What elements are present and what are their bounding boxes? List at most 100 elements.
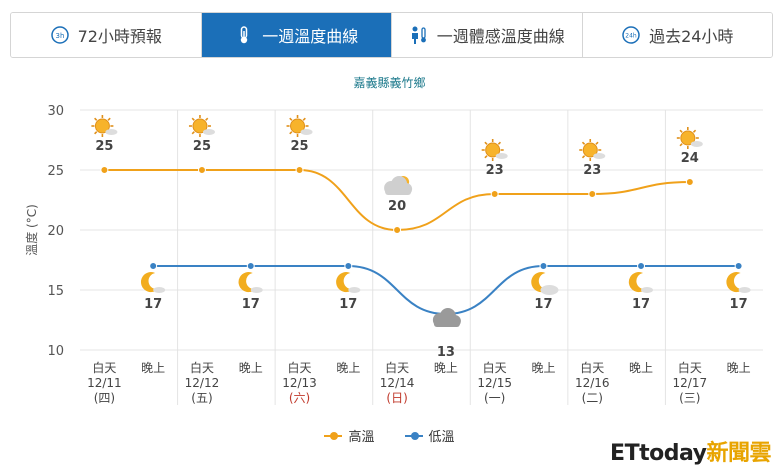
- sunny-icon: [286, 115, 313, 137]
- x-period-label: 白天: [92, 360, 116, 375]
- x-period-label: 晚上: [141, 361, 165, 375]
- sunny-icon: [579, 139, 606, 161]
- low-point: [734, 262, 743, 270]
- x-date-label: 12/11: [87, 376, 122, 390]
- x-period-label: 白天: [580, 360, 604, 375]
- x-period-label: 晚上: [336, 361, 360, 375]
- low-value-label: 17: [632, 297, 650, 312]
- watermark-logo: ETtoday新聞雲: [610, 435, 771, 467]
- legend-item-low[interactable]: 低溫: [404, 426, 455, 445]
- x-weekday-label: (一): [484, 391, 505, 405]
- y-tick-label: 30: [47, 104, 64, 119]
- svg-text:3h: 3h: [55, 32, 64, 40]
- high-point: [685, 178, 694, 186]
- x-period-label: 晚上: [434, 361, 458, 375]
- x-period-label: 晚上: [727, 361, 751, 375]
- low-value-label: 17: [339, 297, 357, 312]
- x-period-label: 白天: [678, 360, 702, 375]
- watermark-sub: 新聞雲: [706, 441, 771, 466]
- high-value-label: 25: [290, 139, 308, 154]
- partly-cloudy-icon: [384, 176, 413, 195]
- low-point: [637, 262, 646, 270]
- x-date-label: 12/17: [673, 376, 708, 390]
- y-tick-label: 15: [47, 284, 64, 299]
- x-weekday-label: (六): [289, 391, 310, 405]
- tab-label: 過去24小時: [649, 27, 734, 46]
- x-weekday-label: (二): [582, 391, 603, 405]
- x-date-label: 12/16: [575, 376, 610, 390]
- moon-icon: [336, 272, 361, 293]
- svg-text:24h: 24h: [625, 33, 637, 40]
- y-tick-label: 10: [47, 344, 64, 359]
- low-point: [539, 262, 548, 270]
- moon-icon: [628, 272, 654, 293]
- thermometer-icon: [240, 26, 248, 44]
- high-value-label: 20: [388, 199, 406, 214]
- low-point: [246, 262, 255, 270]
- tab-past-24h[interactable]: 24h 過去24小時: [582, 13, 772, 57]
- cloudy-icon: [432, 308, 461, 327]
- low-value-label: 13: [437, 345, 455, 360]
- high-value-label: 23: [486, 163, 504, 178]
- legend: 高溫 低溫: [0, 426, 779, 445]
- low-value-label: 17: [144, 297, 162, 312]
- legend-item-high[interactable]: 高溫: [324, 426, 375, 445]
- person-thermometer-icon: [411, 26, 426, 44]
- x-period-label: 晚上: [629, 361, 653, 375]
- sunny-icon: [676, 127, 703, 149]
- x-date-label: 12/14: [380, 376, 415, 390]
- legend-low-marker: [404, 431, 423, 440]
- high-value-label: 25: [95, 139, 113, 154]
- high-point: [588, 190, 597, 198]
- y-tick-label: 20: [47, 224, 64, 239]
- x-date-label: 12/15: [477, 376, 512, 390]
- x-period-label: 白天: [288, 360, 312, 375]
- low-value-label: 17: [242, 297, 260, 312]
- x-weekday-label: (五): [191, 391, 212, 405]
- low-point: [344, 262, 353, 270]
- sunny-icon: [481, 139, 508, 161]
- cloudy-moon-icon: [531, 272, 559, 295]
- high-point: [295, 166, 304, 174]
- tab-label: 一週溫度曲線: [262, 27, 359, 46]
- low-point: [149, 262, 158, 270]
- legend-label: 低溫: [428, 430, 455, 445]
- x-weekday-label: (四): [94, 391, 115, 405]
- x-weekday-label: (日): [386, 391, 407, 405]
- x-period-label: 晚上: [239, 361, 263, 375]
- tab-week-temperature[interactable]: 一週溫度曲線: [201, 13, 392, 57]
- x-period-label: 白天: [483, 360, 507, 375]
- tab-72h-forecast[interactable]: 3h 72小時預報: [11, 13, 202, 57]
- x-period-label: 白天: [385, 360, 409, 375]
- clock-3h-icon: 3h: [50, 26, 69, 44]
- sunny-icon: [91, 115, 118, 137]
- watermark-main: ETtoday: [610, 441, 707, 466]
- high-value-label: 24: [681, 151, 699, 166]
- high-point: [393, 226, 402, 234]
- moon-icon: [140, 272, 166, 293]
- low-value-label: 17: [534, 297, 552, 312]
- high-point: [490, 190, 499, 198]
- x-period-label: 白天: [190, 360, 214, 375]
- clock-24h-icon: 24h: [622, 26, 640, 44]
- high-value-label: 25: [193, 139, 211, 154]
- high-point: [197, 166, 206, 174]
- x-period-label: 晚上: [531, 361, 555, 375]
- sunny-icon: [188, 115, 215, 137]
- tab-label: 72小時預報: [77, 27, 162, 46]
- moon-icon: [726, 272, 751, 293]
- tab-bar: 3h 72小時預報 一週溫度曲線 一週體感溫度曲線 24h 過去24小時: [10, 12, 773, 58]
- y-tick-label: 25: [47, 164, 64, 179]
- high-value-label: 23: [583, 163, 601, 178]
- station-title: 嘉義縣義竹鄉: [353, 76, 426, 90]
- low-value-label: 17: [730, 297, 748, 312]
- y-axis-label: 溫度 (°C): [24, 204, 39, 256]
- x-weekday-label: (三): [679, 391, 700, 405]
- legend-label: 高溫: [348, 430, 375, 445]
- x-date-label: 12/13: [282, 376, 317, 390]
- tab-label: 一週體感溫度曲線: [436, 27, 565, 46]
- x-date-label: 12/12: [185, 376, 220, 390]
- tab-week-apparent-temperature[interactable]: 一週體感溫度曲線: [392, 13, 583, 57]
- high-point: [100, 166, 109, 174]
